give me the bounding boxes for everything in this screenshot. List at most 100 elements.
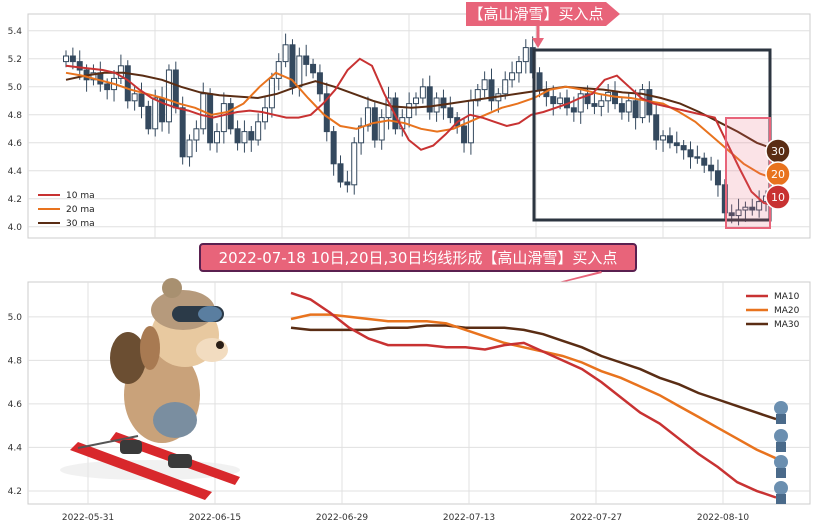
mid-banner: 2022-07-18 10日,20日,30日均线形成【高山滑雪】买入点 xyxy=(199,243,637,290)
top-y-tick-label: 5.0 xyxy=(8,83,23,93)
bottom-x-tick-label: 2022-07-13 xyxy=(443,513,495,523)
badge-30-label: 30 xyxy=(771,145,785,158)
top-y-tick-label: 4.6 xyxy=(8,139,23,149)
bottom-y-ticks: 4.2 4.4 4.6 4.8 5.0 xyxy=(8,313,23,497)
candle-body xyxy=(63,55,69,63)
top-panel: 4.0 4.2 4.4 4.6 4.8 5.0 5.2 5.4 10 ma 20 ma 30 … xyxy=(8,2,811,239)
candle-body xyxy=(413,97,419,105)
bottom-x-tick-label: 2022-05-31 xyxy=(62,513,114,523)
candle-body xyxy=(577,93,584,113)
candle-body xyxy=(330,131,337,165)
candle-body xyxy=(509,72,516,81)
bottom-y-tick-label: 4.8 xyxy=(8,356,23,366)
candle-body xyxy=(90,72,97,81)
legend-label-ma10: MA10 xyxy=(774,292,800,302)
bottom-x-tick-label: 2022-06-15 xyxy=(189,513,241,523)
candle-body xyxy=(687,149,694,158)
candle-body xyxy=(296,55,303,88)
top-y-tick-label: 5.2 xyxy=(8,55,22,65)
candle-body xyxy=(625,100,632,113)
candle-body xyxy=(248,131,255,141)
candle-body xyxy=(323,93,330,133)
candle-body xyxy=(69,55,76,63)
candle-body xyxy=(522,47,529,63)
candle-body xyxy=(721,184,728,214)
candle-body xyxy=(680,145,687,151)
candle-body xyxy=(193,128,200,141)
candle-body xyxy=(234,128,241,144)
candle-body xyxy=(653,114,660,141)
candle-body xyxy=(557,97,564,105)
candle-body xyxy=(481,79,488,91)
candle-body xyxy=(289,44,296,88)
bottom-x-tick-label: 2022-06-29 xyxy=(316,513,369,523)
candle-body xyxy=(419,86,426,99)
candle-body xyxy=(447,107,454,119)
legend-label-10ma: 10 ma xyxy=(66,191,95,201)
candle-body xyxy=(275,61,282,79)
badge-10 xyxy=(765,184,791,210)
top-y-tick-label: 4.4 xyxy=(8,167,23,177)
candle-body xyxy=(550,96,557,105)
candle-body xyxy=(666,135,673,144)
top-ma-lines xyxy=(65,57,777,207)
candle-body xyxy=(488,79,495,102)
candle-body xyxy=(145,105,152,130)
top-line-ma30 xyxy=(65,71,777,151)
candle-body xyxy=(104,83,111,91)
candle-body xyxy=(138,93,145,107)
candle-body xyxy=(591,103,598,107)
candle-body xyxy=(749,206,756,211)
candle-body xyxy=(303,55,310,65)
candle-body xyxy=(406,103,413,119)
bottom-line-ma10 xyxy=(290,291,777,499)
candle-body xyxy=(268,77,275,109)
top-banner-arrow-head xyxy=(532,38,544,48)
candle-body xyxy=(241,131,248,144)
candle-body xyxy=(735,209,742,217)
skier-figures xyxy=(774,401,788,504)
candle-body xyxy=(570,107,577,113)
candle-body xyxy=(660,135,667,141)
bottom-x-tick-label: 2022-07-27 xyxy=(570,513,622,523)
candle-body xyxy=(344,181,351,186)
candle-body xyxy=(165,69,172,123)
top-banner: 【高山滑雪】买入点 xyxy=(466,2,620,48)
legend-label-ma30: MA30 xyxy=(774,320,800,330)
top-legend: 10 ma 20 ma 30 ma xyxy=(38,191,95,229)
badge-10-label: 10 xyxy=(771,191,785,204)
mid-banner-text: 2022-07-18 10日,20日,30日均线形成【高山滑雪】买入点 xyxy=(219,249,618,267)
bottom-line-ma20 xyxy=(290,313,777,460)
mid-banner-arrow xyxy=(540,271,602,290)
candle-body xyxy=(179,107,186,158)
top-line-ma20 xyxy=(65,71,777,181)
candle-body xyxy=(76,61,83,71)
candle-body xyxy=(227,103,234,130)
candle-body xyxy=(612,91,619,105)
bottom-line-ma30 xyxy=(290,324,777,421)
skiing-dog-illustration xyxy=(60,278,240,500)
top-y-tick-label: 4.2 xyxy=(8,195,22,205)
top-y-tick-label: 4.0 xyxy=(8,223,23,233)
bottom-y-tick-label: 4.4 xyxy=(8,443,23,453)
bottom-x-tick-label: 2022-08-10 xyxy=(697,513,750,523)
candle-body xyxy=(728,212,735,217)
buy-zone-box xyxy=(725,117,771,229)
bottom-ma-lines xyxy=(290,291,777,499)
ma-badges: 30 20 10 xyxy=(765,138,791,210)
top-line-ma10 xyxy=(65,57,777,207)
candle-body xyxy=(152,97,159,130)
candle-body xyxy=(213,131,220,144)
candle-body xyxy=(220,103,227,133)
candle-body xyxy=(639,89,646,119)
top-y-tick-label: 4.8 xyxy=(8,111,23,121)
candle-body xyxy=(378,117,385,141)
candle-body xyxy=(742,206,749,211)
candle-body xyxy=(673,142,680,147)
candle-body xyxy=(708,164,715,172)
top-banner-text: 【高山滑雪】买入点 xyxy=(468,5,603,23)
candle-body xyxy=(598,100,605,107)
candle-body xyxy=(461,125,468,144)
candle-body xyxy=(282,44,289,63)
